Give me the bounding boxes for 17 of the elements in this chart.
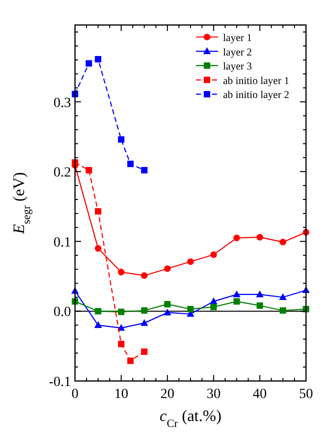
x-tick-label: 50	[299, 387, 313, 402]
y-tick-label: 0.2	[54, 166, 71, 181]
x-tick-label: 20	[160, 387, 174, 402]
legend-label: layer 1	[223, 33, 252, 44]
y-tick-label: 0.1	[54, 235, 71, 250]
y-tick-label: 0.3	[54, 96, 71, 111]
x-tick-label: 10	[114, 387, 128, 402]
y-tick-label: 0.0	[54, 305, 71, 320]
x-tick-label: 40	[252, 387, 267, 402]
legend-label: ab initio layer 2	[223, 90, 290, 102]
legend-label: layer 2	[223, 47, 252, 58]
legend-label: layer 3	[223, 62, 252, 73]
x-axis-title: c$_{Cr}$ (at.%)	[160, 408, 222, 430]
x-tick-label: 0	[72, 387, 78, 402]
legend-label: ab initio layer 1	[223, 76, 290, 87]
x-tick-label: 30	[206, 387, 221, 402]
y-tick-label: -0.1	[48, 375, 71, 390]
